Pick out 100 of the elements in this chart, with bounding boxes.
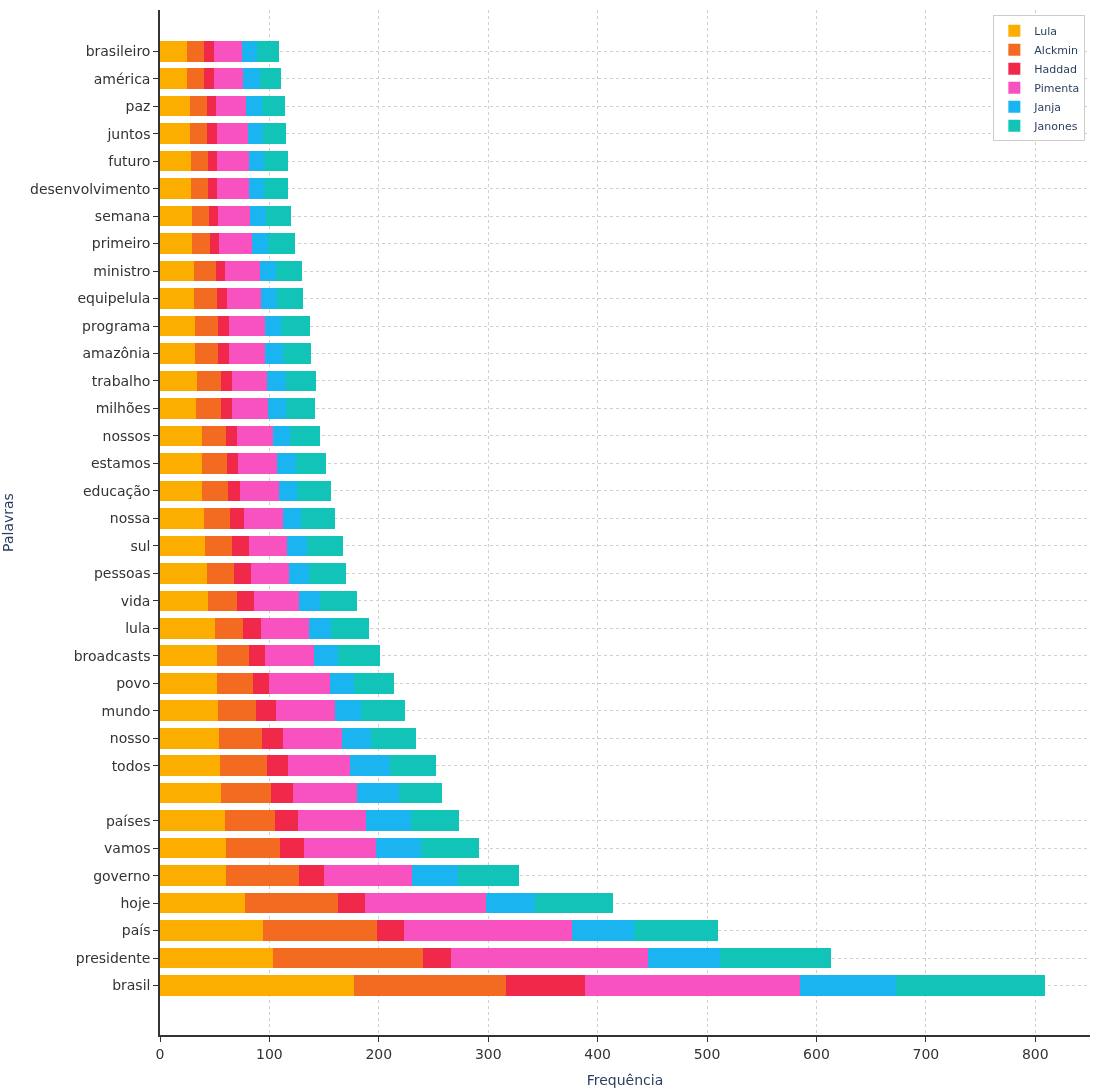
bar <box>242 40 258 62</box>
bar <box>190 178 209 199</box>
y-tick-label: presidente <box>75 949 151 966</box>
bar <box>216 672 253 694</box>
bar <box>213 68 244 89</box>
bar <box>259 68 282 89</box>
bar <box>298 590 320 612</box>
bar <box>262 920 377 941</box>
bar <box>280 837 305 859</box>
bar <box>191 233 211 254</box>
bar <box>221 370 233 392</box>
bar <box>896 975 1046 996</box>
bar <box>160 95 190 117</box>
y-tick-label: educação <box>82 482 151 499</box>
bar <box>356 782 399 804</box>
bar <box>232 535 249 557</box>
bar <box>239 480 280 502</box>
bar <box>304 837 376 859</box>
bar <box>272 947 423 969</box>
legend-label: Janones <box>1033 119 1078 133</box>
x-tick-label: 700 <box>912 1045 940 1062</box>
bar <box>160 288 194 309</box>
bar <box>253 672 270 694</box>
bar <box>221 398 233 419</box>
bar <box>286 535 307 557</box>
bar <box>421 837 480 859</box>
bar <box>720 947 831 969</box>
bar <box>226 288 261 309</box>
bar <box>375 837 422 859</box>
legend-label: Pimenta <box>1034 81 1080 95</box>
bar <box>160 535 205 557</box>
bar <box>269 672 330 694</box>
bar <box>160 233 192 254</box>
bar <box>160 260 194 282</box>
bar <box>251 233 269 254</box>
bar <box>265 645 315 667</box>
bar <box>160 755 221 776</box>
bar <box>248 178 264 199</box>
bar <box>267 370 286 392</box>
bar <box>261 727 283 749</box>
bar <box>422 947 452 969</box>
bar <box>201 480 228 502</box>
y-tick-label: trabalho <box>91 372 151 389</box>
bar <box>219 727 262 749</box>
bar <box>282 508 302 529</box>
bar <box>160 920 263 941</box>
bar <box>275 260 303 282</box>
bar <box>272 425 291 447</box>
bar <box>195 343 218 364</box>
bar <box>225 865 299 886</box>
bar <box>389 755 436 776</box>
bar <box>208 590 237 612</box>
bar <box>486 892 536 914</box>
bar <box>208 150 217 172</box>
bar <box>411 865 458 886</box>
bar <box>535 892 613 914</box>
bar <box>330 617 369 639</box>
bar <box>308 617 331 639</box>
y-tick-label: paz <box>125 98 151 115</box>
bar <box>277 288 304 309</box>
bar <box>160 865 226 886</box>
bar <box>160 480 202 502</box>
y-tick-label: juntos <box>106 125 151 142</box>
y-tick-label: américa <box>93 70 151 87</box>
bar <box>160 453 202 474</box>
y-tick-label: amazônia <box>82 345 151 362</box>
x-tick-label: 200 <box>365 1045 393 1062</box>
bar <box>572 920 634 941</box>
bar <box>217 205 250 227</box>
bar <box>160 837 226 859</box>
bar <box>160 672 217 694</box>
bar <box>215 260 225 282</box>
bar <box>160 700 218 722</box>
y-tick-label: ministro <box>93 262 151 279</box>
bar <box>457 865 519 886</box>
bar <box>265 315 282 337</box>
bar <box>324 865 412 886</box>
bar <box>260 617 309 639</box>
bar <box>297 810 366 831</box>
y-tick-label: nossos <box>102 427 151 444</box>
bar <box>201 425 226 447</box>
y-tick-label: desenvolvimento <box>30 180 151 197</box>
bar <box>228 315 266 337</box>
bar <box>197 370 222 392</box>
bar <box>160 150 191 172</box>
bar <box>207 95 216 117</box>
bar <box>160 563 208 584</box>
bar <box>225 837 281 859</box>
bar <box>207 123 217 144</box>
bar <box>298 865 325 886</box>
bar <box>193 260 216 282</box>
bar <box>210 233 220 254</box>
bar <box>633 920 718 941</box>
bar <box>219 233 252 254</box>
bar <box>232 398 269 419</box>
bar <box>301 508 336 529</box>
bar <box>160 123 190 144</box>
bar <box>160 178 191 199</box>
bar <box>267 755 289 776</box>
bar <box>160 590 209 612</box>
